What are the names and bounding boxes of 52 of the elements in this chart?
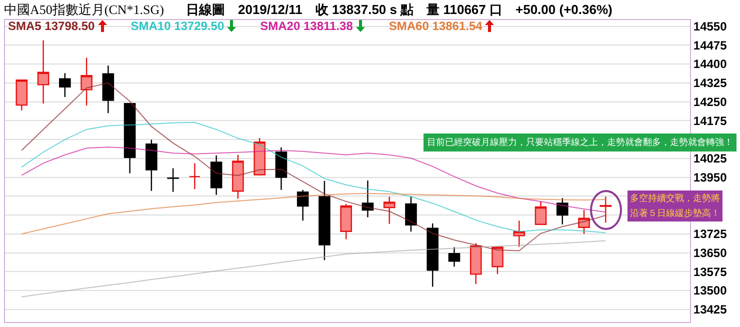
candlestick: [16, 80, 28, 111]
text: SMA5 13798.50: [8, 19, 95, 33]
text: SMA60 13861.54: [388, 19, 482, 33]
candlestick: [59, 72, 71, 98]
candlestick: [296, 189, 309, 222]
candlestick: [210, 154, 222, 196]
y-tick-label: 14250: [693, 94, 728, 109]
candlestick: [80, 57, 92, 106]
candlestick: [556, 198, 568, 225]
y-tick-label: 13950: [693, 170, 728, 184]
candlestick: [492, 246, 504, 275]
line-series: [21, 240, 606, 298]
candlestick: [318, 180, 330, 261]
y-tick-label: 13500: [693, 284, 728, 298]
candlestick: [600, 196, 612, 224]
annotation: 目前已經突破月線壓力，只要站穩季線之上，走勢就會翻多，走勢就會轉強！: [427, 137, 733, 148]
candlestick: [146, 139, 158, 192]
line-series: [21, 122, 606, 234]
text: SMA20 13811.38: [260, 19, 353, 33]
y-tick-label: 13575: [693, 264, 728, 279]
y-tick-label: 13425: [693, 302, 728, 317]
candlestick: [405, 196, 417, 232]
candlestick: [383, 196, 396, 224]
text: 多空持續交戰，走勢將: [630, 193, 720, 204]
candlestick: [275, 146, 288, 190]
text: 沿著５日線緩步墊高！: [630, 208, 720, 219]
candlestick: [102, 64, 114, 114]
candlestick: [167, 168, 179, 192]
text: SMA10 13729.50: [130, 19, 224, 33]
candlestick: [340, 203, 352, 240]
candlestick: [534, 200, 547, 225]
candlestick: [448, 246, 460, 268]
chart-title: 中國A50指數近月(CN*1.SG): [4, 2, 164, 17]
candlestick: [124, 102, 136, 174]
candlestick: [232, 154, 244, 200]
y-tick-label: 14400: [693, 57, 728, 72]
chart-subtitle: 日線圖 2019/12/11 收 13837.50 s 點 量 110667 口 +50.00 (+0.36%): [186, 2, 612, 17]
y-tick-label: 14550: [693, 19, 728, 34]
candlestick: [362, 180, 374, 218]
candlestick: [426, 222, 439, 288]
candlestick: [578, 209, 590, 235]
candlestick: [188, 162, 201, 190]
y-tick-label: 14175: [693, 114, 728, 128]
candlestick: [37, 40, 50, 104]
y-tick-label: 14475: [693, 38, 728, 52]
y-tick-label: 13650: [693, 246, 728, 260]
candlestick: [513, 220, 526, 248]
y-tick-label: 14325: [693, 76, 728, 90]
candlestick: [470, 242, 482, 285]
y-tick-label: 13725: [693, 227, 728, 242]
y-tick-label: 14025: [693, 152, 728, 166]
candlestick: [254, 137, 266, 176]
